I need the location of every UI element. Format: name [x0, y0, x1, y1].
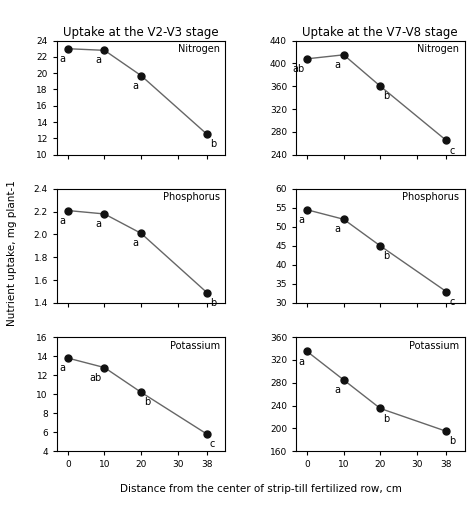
- Text: a: a: [59, 363, 65, 373]
- Text: a: a: [96, 219, 101, 229]
- Text: a: a: [96, 55, 101, 65]
- Text: ab: ab: [89, 373, 101, 383]
- Text: b: b: [383, 91, 390, 101]
- Text: b: b: [449, 437, 456, 446]
- Text: c: c: [449, 146, 455, 156]
- Text: a: a: [298, 356, 304, 367]
- Text: a: a: [59, 54, 65, 64]
- Text: Nutrient uptake, mg plant-1: Nutrient uptake, mg plant-1: [7, 180, 17, 327]
- Text: a: a: [335, 385, 341, 395]
- Text: b: b: [210, 298, 216, 308]
- Text: a: a: [132, 238, 138, 248]
- Text: a: a: [132, 81, 138, 91]
- Text: c: c: [449, 297, 455, 307]
- Text: a: a: [335, 225, 341, 234]
- Text: Potassium: Potassium: [170, 341, 220, 350]
- Text: Potassium: Potassium: [410, 341, 459, 350]
- Text: b: b: [383, 414, 390, 423]
- Text: a: a: [298, 215, 304, 225]
- Text: Distance from the center of strip-till fertilized row, cm: Distance from the center of strip-till f…: [120, 484, 401, 494]
- Text: b: b: [144, 397, 150, 408]
- Text: c: c: [210, 439, 215, 449]
- Text: Nitrogen: Nitrogen: [178, 44, 220, 54]
- Text: b: b: [383, 251, 390, 261]
- Text: b: b: [210, 139, 216, 150]
- Text: a: a: [335, 60, 341, 70]
- Title: Uptake at the V2-V3 stage: Uptake at the V2-V3 stage: [64, 26, 219, 40]
- Text: Phosphorus: Phosphorus: [163, 192, 220, 202]
- Text: ab: ab: [292, 64, 304, 74]
- Title: Uptake at the V7-V8 stage: Uptake at the V7-V8 stage: [302, 26, 458, 40]
- Text: Nitrogen: Nitrogen: [418, 44, 459, 54]
- Text: Phosphorus: Phosphorus: [402, 192, 459, 202]
- Text: a: a: [59, 215, 65, 226]
